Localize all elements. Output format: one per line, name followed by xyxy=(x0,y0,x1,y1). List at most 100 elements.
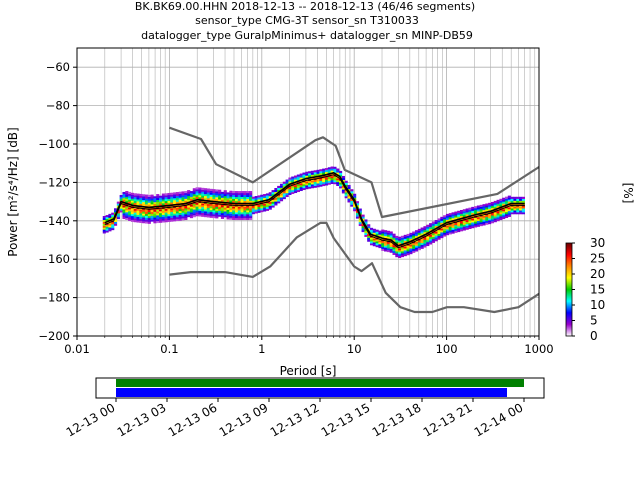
heatmap-cell xyxy=(305,183,309,186)
heatmap-cell xyxy=(361,229,365,233)
heatmap-cell xyxy=(384,245,388,248)
heatmap-cell xyxy=(209,190,213,193)
heatmap-cell xyxy=(507,210,511,214)
heatmap-cell xyxy=(488,202,492,205)
heatmap-cell xyxy=(369,227,374,230)
heatmap-cell xyxy=(209,211,213,214)
heatmap-cell xyxy=(277,201,281,204)
heatmap-cell xyxy=(209,192,213,195)
heatmap-cell xyxy=(274,187,278,191)
heatmap-cell xyxy=(327,182,331,185)
heatmap-cell xyxy=(164,197,168,200)
heatmap-cell xyxy=(316,171,320,174)
heatmap-cell xyxy=(150,217,154,220)
heatmap-cell xyxy=(204,205,208,208)
heatmap-cell xyxy=(409,246,413,249)
heatmap-cell xyxy=(243,192,247,196)
heatmap-cell xyxy=(282,191,286,194)
heatmap-cell xyxy=(507,212,511,216)
heatmap-cell xyxy=(164,199,168,202)
heatmap-cell xyxy=(296,186,300,189)
heatmap-cell xyxy=(426,238,430,241)
heatmap-cell xyxy=(403,234,407,237)
heatmap-cell xyxy=(414,249,419,252)
heatmap-cell xyxy=(420,227,424,230)
heatmap-cell xyxy=(279,197,284,200)
heatmap-cell xyxy=(212,210,216,213)
heatmap-cell xyxy=(406,247,410,250)
heatmap-cell xyxy=(499,200,503,203)
heatmap-cell xyxy=(507,197,511,200)
heatmap-cell xyxy=(232,206,236,209)
heatmap-cell xyxy=(440,230,444,233)
heatmap-cell xyxy=(313,181,317,184)
timeline-tick-label: 12-13 15 xyxy=(319,400,373,439)
heatmap-cell xyxy=(454,215,458,218)
heatmap-cell xyxy=(437,220,441,223)
heatmap-cell xyxy=(476,205,480,208)
heatmap-cell xyxy=(265,204,270,208)
heatmap-cell xyxy=(434,239,438,242)
heatmap-cell xyxy=(322,182,326,185)
heatmap-cell xyxy=(443,221,447,224)
heatmap-cell xyxy=(448,213,452,216)
heatmap-cell xyxy=(420,233,424,236)
heatmap-cell xyxy=(223,207,227,210)
heatmap-cell xyxy=(237,191,241,194)
title-line-2: sensor_type CMG-3T sensor_sn T310033 xyxy=(195,14,419,27)
heatmap-cell xyxy=(369,237,374,240)
heatmap-cell xyxy=(285,179,289,182)
heatmap-cell xyxy=(493,220,497,223)
heatmap-cell xyxy=(198,187,202,190)
y-tick-label: −200 xyxy=(38,329,70,343)
heatmap-cell xyxy=(330,166,334,169)
heatmap-cell xyxy=(479,224,483,227)
heatmap-cell xyxy=(389,233,393,236)
heatmap-cell xyxy=(204,203,208,206)
heatmap-cell xyxy=(178,218,182,221)
heatmap-cell xyxy=(386,246,390,249)
heatmap-cell xyxy=(209,215,213,218)
heatmap-cell xyxy=(296,178,300,181)
timeline-tick-label: 12-13 12 xyxy=(268,400,322,439)
heatmap-cell xyxy=(381,246,385,249)
heatmap-cell xyxy=(178,199,182,202)
heatmap-cell xyxy=(493,200,497,204)
heatmap-cell xyxy=(240,206,244,209)
heatmap-cell xyxy=(313,174,317,177)
heatmap-cell xyxy=(496,215,500,218)
heatmap-cell xyxy=(263,195,267,199)
heatmap-cell xyxy=(482,206,486,209)
heatmap-cell xyxy=(234,192,239,196)
heatmap-cell xyxy=(265,195,270,198)
heatmap-cell xyxy=(369,239,374,242)
heatmap-cell xyxy=(457,212,461,215)
heatmap-cell xyxy=(240,194,244,197)
heatmap-cell xyxy=(496,211,500,214)
heatmap-cell xyxy=(344,184,348,187)
heatmap-cell xyxy=(212,191,216,194)
heatmap-cell xyxy=(130,200,134,203)
heatmap-cell xyxy=(454,230,458,233)
heatmap-cell xyxy=(437,231,441,234)
heatmap-cell xyxy=(412,231,416,234)
heatmap-cell xyxy=(519,198,523,201)
heatmap-cell xyxy=(240,216,244,219)
heatmap-cell xyxy=(296,184,300,187)
heatmap-cell xyxy=(229,190,233,193)
heatmap-cell xyxy=(201,189,205,192)
heatmap-cell xyxy=(139,215,143,218)
heatmap-cell xyxy=(167,202,171,205)
heatmap-cell xyxy=(445,229,450,232)
heatmap-cell xyxy=(431,227,435,230)
heatmap-cell xyxy=(130,196,134,199)
heatmap-cell xyxy=(175,199,180,202)
heatmap-cell xyxy=(417,228,421,231)
heatmap-cell xyxy=(198,197,202,200)
heatmap-cell xyxy=(429,236,433,239)
heatmap-cell xyxy=(102,219,106,222)
heatmap-cell xyxy=(170,202,174,205)
heatmap-cell xyxy=(189,196,194,199)
heatmap-cell xyxy=(462,209,466,212)
heatmap-cell xyxy=(249,212,253,215)
